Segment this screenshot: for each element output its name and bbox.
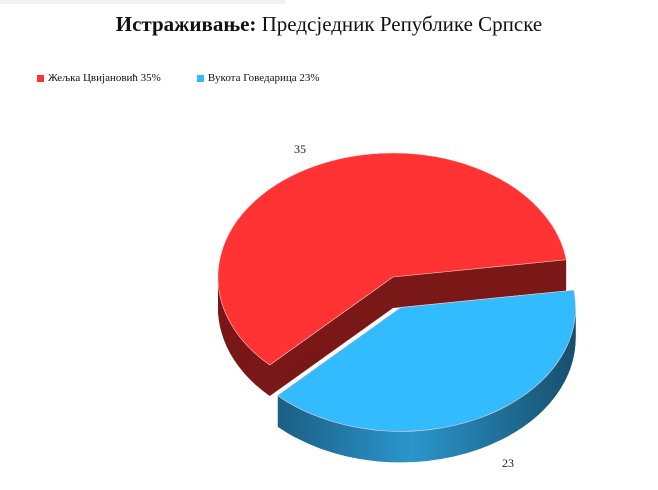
data-label-0: 35 — [294, 142, 306, 156]
title-rest: Предсједник Републике Српске — [261, 12, 543, 36]
legend-label: Жељка Цвијановић 35% — [48, 72, 161, 84]
pie-slice-1[interactable] — [276, 289, 576, 463]
legend-swatch — [196, 74, 204, 82]
legend-swatch — [37, 74, 44, 82]
top-strip — [0, 0, 285, 4]
pie-slice-0[interactable] — [217, 152, 567, 397]
legend-item-1[interactable]: Вукота Говедарица 23% — [196, 72, 320, 84]
legend: Жељка Цвијановић 35% Вукота Говедарица 2… — [37, 72, 320, 84]
chart-title: Истраживање: Предсједник Републике Српск… — [0, 12, 658, 37]
legend-label: Вукота Говедарица 23% — [207, 72, 320, 84]
title-bold: Истраживање: — [115, 12, 257, 36]
legend-item-0[interactable]: Жељка Цвијановић 35% — [37, 72, 161, 84]
slice-top[interactable] — [217, 152, 567, 366]
slice-top[interactable] — [276, 289, 576, 432]
data-label-1: 23 — [502, 456, 514, 470]
